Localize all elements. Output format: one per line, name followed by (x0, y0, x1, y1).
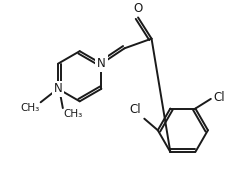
Text: N: N (97, 57, 105, 70)
Text: CH₃: CH₃ (64, 109, 83, 119)
Text: O: O (133, 2, 142, 15)
Text: N: N (54, 82, 62, 95)
Text: CH₃: CH₃ (20, 103, 40, 113)
Text: Cl: Cl (129, 103, 141, 116)
Text: Cl: Cl (213, 91, 224, 105)
